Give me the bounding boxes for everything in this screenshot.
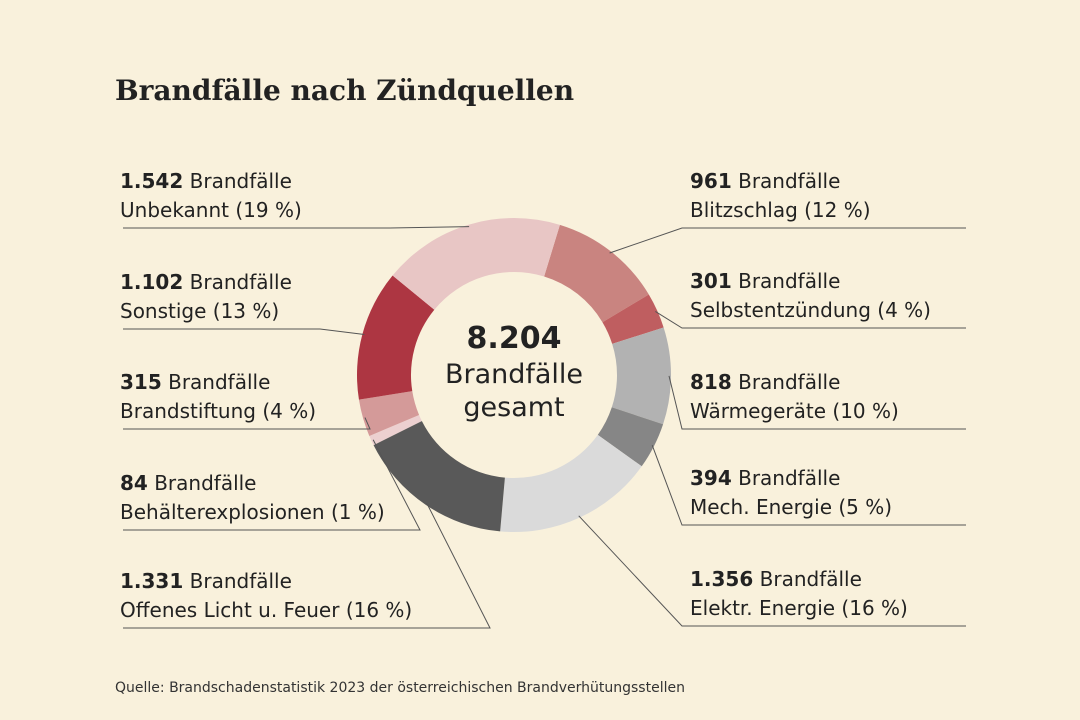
source-note: Quelle: Brandschadenstatistik 2023 der ö… xyxy=(115,680,685,696)
slice-label-value: 84 Brandfälle xyxy=(120,471,257,495)
leader-line xyxy=(578,515,966,627)
leader-line xyxy=(651,444,966,526)
leader-line xyxy=(123,502,491,629)
center-total-line2: gesamt xyxy=(463,392,564,423)
slice-label-category: Selbstentzündung (4 %) xyxy=(690,298,931,322)
slice-label-value: 1.331 Brandfälle xyxy=(120,569,292,593)
donut-slice xyxy=(602,294,664,344)
slice-label-value: 818 Brandfälle xyxy=(690,370,840,394)
leader-line xyxy=(123,328,365,335)
slice-label-value: 1.356 Brandfälle xyxy=(690,567,862,591)
center-total-value: 8.204 xyxy=(467,321,562,356)
donut-slice xyxy=(544,224,649,323)
slice-label-category: Mech. Energie (5 %) xyxy=(690,495,892,519)
center-total-line1: Brandfälle xyxy=(445,359,583,390)
leader-line xyxy=(123,439,421,531)
slice-label-category: Offenes Licht u. Feuer (16 %) xyxy=(120,598,412,622)
donut-slice xyxy=(611,327,671,425)
donut-slices xyxy=(356,218,671,532)
slice-label-value: 1.102 Brandfälle xyxy=(120,270,292,294)
leader-line xyxy=(123,417,371,430)
slice-label-category: Behälterexplosionen (1 %) xyxy=(120,500,385,524)
slice-label-value: 394 Brandfälle xyxy=(690,466,840,490)
slice-label-value: 961 Brandfälle xyxy=(690,169,840,193)
slice-label-value: 301 Brandfälle xyxy=(690,269,840,293)
slice-label-category: Brandstiftung (4 %) xyxy=(120,399,316,423)
donut-slice xyxy=(392,218,560,310)
chart-title: Brandfälle nach Zündquellen xyxy=(115,74,574,107)
leader-line xyxy=(123,226,470,229)
leader-line xyxy=(609,227,966,254)
donut-slice xyxy=(358,391,420,436)
leader-lines xyxy=(123,226,966,629)
donut-slice xyxy=(356,275,435,400)
slice-label-value: 1.542 Brandfälle xyxy=(120,169,292,193)
slice-label-category: Elektr. Energie (16 %) xyxy=(690,596,908,620)
slice-label-value: 315 Brandfälle xyxy=(120,370,270,394)
slice-label-category: Blitzschlag (12 %) xyxy=(690,198,871,222)
donut-slice xyxy=(500,434,642,532)
slice-label-category: Wärmegeräte (10 %) xyxy=(690,399,899,423)
donut-slice xyxy=(369,414,422,446)
leader-line xyxy=(655,310,966,329)
slice-label-category: Sonstige (13 %) xyxy=(120,299,279,323)
leader-line xyxy=(668,375,966,430)
donut-slice xyxy=(597,407,664,467)
slice-label-category: Unbekannt (19 %) xyxy=(120,198,302,222)
donut-slice xyxy=(373,421,505,532)
slice-labels: 961 Brandfälle Blitzschlag (12 %) 301 Bran… xyxy=(120,169,931,622)
